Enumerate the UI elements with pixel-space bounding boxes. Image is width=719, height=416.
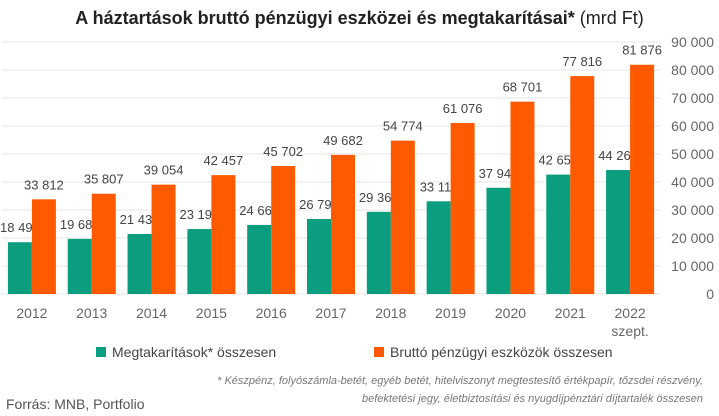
data-label-savings: 33 111 xyxy=(420,179,458,194)
chart-title: A háztartások bruttó pénzügyi eszközei é… xyxy=(0,8,719,29)
bar-gross-assets xyxy=(91,193,116,294)
y-tick-label: 40 000 xyxy=(671,174,714,190)
bar-gross-assets xyxy=(570,76,595,294)
x-tick-label: szept. xyxy=(611,323,648,339)
x-tick-label: 2022 xyxy=(615,305,646,321)
bar-savings xyxy=(307,218,331,294)
x-tick-label: 2019 xyxy=(435,305,466,321)
legend-label-savings: Megtakarítások* összesen xyxy=(112,344,277,360)
data-label-gross-assets: 68 701 xyxy=(503,80,543,95)
bar-savings xyxy=(546,174,571,294)
data-label-savings: 18 499 xyxy=(0,220,40,235)
y-tick-label: 50 000 xyxy=(671,146,714,162)
data-label-gross-assets: 61 076 xyxy=(443,101,483,116)
data-label-gross-assets: 49 682 xyxy=(323,133,363,148)
legend-item-gross-assets: Bruttó pénzügyi eszközök összesen xyxy=(374,344,613,360)
data-label-savings: 24 669 xyxy=(239,203,279,218)
bar-savings xyxy=(7,242,32,294)
data-label-savings: 29 360 xyxy=(359,190,399,205)
bar-gross-assets xyxy=(450,122,475,294)
x-tick-label: 2021 xyxy=(555,305,586,321)
footnote-line-1: * Készpénz, folyószámla-betét, egyéb bet… xyxy=(217,375,703,387)
source-note: Forrás: MNB, Portfolio xyxy=(6,396,145,412)
bar-gross-assets xyxy=(630,64,655,295)
bar-gross-assets xyxy=(151,184,176,294)
bar-gross-assets xyxy=(271,166,296,294)
x-tick-label: 2015 xyxy=(196,305,227,321)
legend-item-savings: Megtakarítások* összesen xyxy=(96,344,276,360)
x-tick-label: 2016 xyxy=(256,305,287,321)
chart-title-unit: (mrd Ft) xyxy=(574,8,644,28)
data-label-gross-assets: 77 816 xyxy=(562,54,602,69)
bar-gross-assets xyxy=(390,140,415,294)
bar-savings xyxy=(247,224,272,294)
bar-gross-assets xyxy=(31,199,56,294)
data-label-savings: 26 790 xyxy=(299,197,339,212)
y-tick-label: 20 000 xyxy=(671,230,714,246)
bar-gross-assets xyxy=(510,101,535,294)
data-label-savings: 44 269 xyxy=(598,148,638,163)
y-tick-label: 70 000 xyxy=(671,90,714,106)
data-label-gross-assets: 42 457 xyxy=(203,153,243,168)
y-tick-label: 0 xyxy=(706,286,714,302)
x-tick-label: 2014 xyxy=(136,305,167,321)
y-tick-label: 30 000 xyxy=(671,202,714,218)
y-tick-label: 10 000 xyxy=(671,258,714,274)
y-tick-label: 90 000 xyxy=(671,34,714,50)
bar-savings xyxy=(606,170,631,294)
x-tick-label: 2013 xyxy=(76,305,107,321)
data-label-savings: 21 438 xyxy=(120,212,160,227)
x-tick-label: 2018 xyxy=(375,305,406,321)
data-label-gross-assets: 33 812 xyxy=(24,177,64,192)
y-tick-label: 80 000 xyxy=(671,62,714,78)
data-label-savings: 37 940 xyxy=(479,166,519,181)
x-tick-label: 2020 xyxy=(495,305,526,321)
data-label-gross-assets: 81 876 xyxy=(622,43,662,58)
data-label-gross-assets: 54 774 xyxy=(383,119,423,134)
legend-swatch-gross-assets xyxy=(374,347,384,357)
chart-title-main: A háztartások bruttó pénzügyi eszközei é… xyxy=(75,8,575,28)
y-tick-label: 60 000 xyxy=(671,118,714,134)
data-label-gross-assets: 35 807 xyxy=(84,172,124,187)
x-tick-label: 2017 xyxy=(315,305,346,321)
data-label-savings: 19 686 xyxy=(60,217,100,232)
bar-gross-assets xyxy=(211,175,236,294)
data-label-savings: 42 653 xyxy=(538,153,578,168)
bar-savings xyxy=(67,238,92,294)
x-tick-label: 2012 xyxy=(16,305,47,321)
data-label-savings: 23 195 xyxy=(179,207,219,222)
bar-savings xyxy=(486,187,511,294)
data-label-gross-assets: 45 702 xyxy=(263,144,303,159)
data-label-gross-assets: 39 054 xyxy=(144,163,184,178)
bar-gross-assets xyxy=(331,154,355,294)
legend-label-gross-assets: Bruttó pénzügyi eszközök összesen xyxy=(390,344,613,360)
bar-savings xyxy=(366,211,391,294)
bar-savings xyxy=(187,229,212,294)
footnote: * Készpénz, folyószámla-betét, egyéb bet… xyxy=(143,372,703,408)
bar-savings xyxy=(127,233,152,294)
footnote-line-2: befektetési jegy, életbiztosítási és nyu… xyxy=(362,393,703,405)
legend-swatch-savings xyxy=(96,347,106,357)
bar-savings xyxy=(426,201,451,294)
